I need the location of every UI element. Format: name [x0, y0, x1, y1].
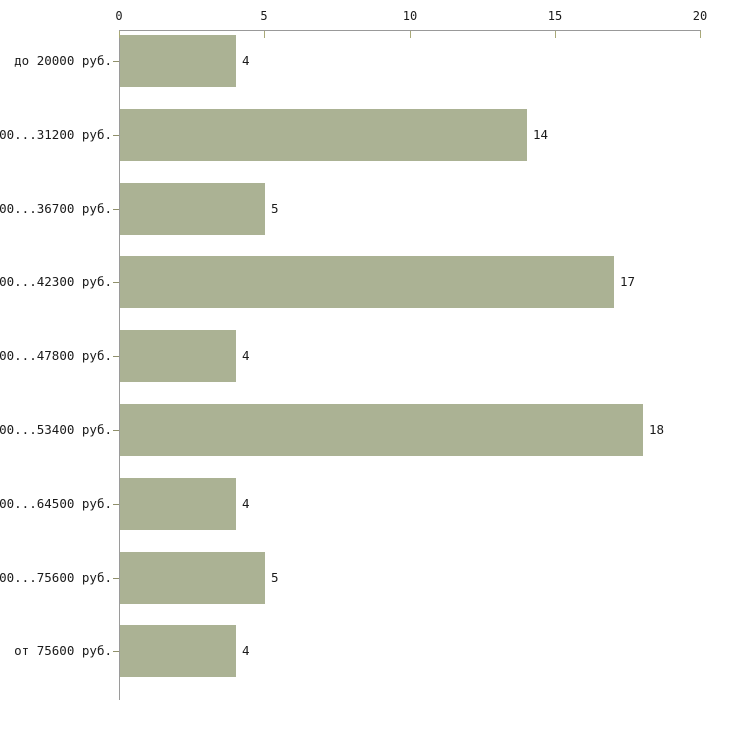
bar-value-label: 5: [271, 569, 279, 585]
bar[interactable]: [120, 552, 265, 604]
category-label: 70000...75600 руб.: [0, 569, 112, 585]
x-axis-tick-label: 0: [115, 9, 123, 23]
bar[interactable]: [120, 109, 527, 161]
x-axis-line: [119, 30, 701, 31]
category-axis-tick: [113, 651, 119, 652]
x-axis-tick: [264, 31, 265, 38]
category-label: до 20000 руб.: [14, 53, 112, 68]
category-label: от 75600 руб.: [14, 643, 112, 659]
category-axis-tick: [113, 209, 119, 210]
x-axis-tick-label: 20: [692, 9, 708, 23]
bar-value-label: 4: [242, 348, 250, 364]
category-label: 25600...31200 руб.: [0, 126, 112, 142]
category-axis-tick: [113, 356, 119, 357]
bar[interactable]: [120, 183, 265, 235]
category-label: 36700...42300 руб.: [0, 274, 112, 290]
bar-value-label: 4: [242, 495, 250, 511]
x-axis-tick-label: 10: [402, 9, 418, 23]
x-axis-tick: [119, 31, 120, 38]
bar-value-label: 14: [533, 126, 549, 142]
bar-value-label: 4: [242, 643, 250, 659]
bar[interactable]: [120, 35, 236, 87]
category-label: 47800...53400 руб.: [0, 422, 112, 437]
bar[interactable]: [120, 330, 236, 382]
category-axis-tick: [113, 135, 119, 136]
bar[interactable]: [120, 625, 236, 677]
y-axis-line: [119, 30, 120, 700]
x-axis-tick: [555, 31, 556, 38]
category-label: 58900...64500 руб.: [0, 495, 112, 511]
bar-value-label: 5: [271, 200, 279, 216]
bar-value-label: 4: [242, 53, 250, 68]
x-axis-tick-label: 5: [260, 9, 268, 23]
bar[interactable]: [120, 404, 643, 456]
category-axis-tick: [113, 578, 119, 579]
bar-value-label: 18: [649, 422, 665, 437]
bar[interactable]: [120, 256, 614, 308]
x-axis-tick: [700, 31, 701, 38]
x-axis-tick: [410, 31, 411, 38]
category-axis-tick: [113, 61, 119, 62]
category-label: 31200...36700 руб.: [0, 200, 112, 216]
category-axis-tick: [113, 430, 119, 431]
category-axis-tick: [113, 504, 119, 505]
bar[interactable]: [120, 478, 236, 530]
bar-value-label: 17: [620, 274, 636, 290]
category-label: 42300...47800 руб.: [0, 348, 112, 364]
x-axis-tick-label: 15: [547, 9, 563, 23]
category-axis-tick: [113, 282, 119, 283]
